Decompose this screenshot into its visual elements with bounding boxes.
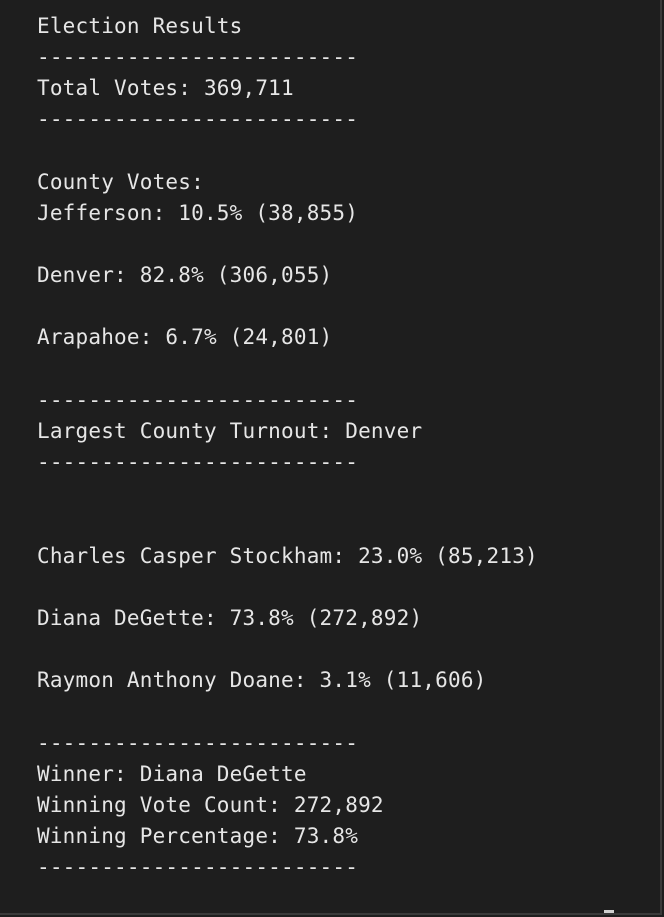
separator-line: ------------------------- [37,107,359,131]
county-arapahoe-line: Arapahoe: 6.7% (24,801) [37,325,333,349]
winning-percentage-line: Winning Percentage: 73.8% [37,824,359,848]
county-denver-line: Denver: 82.8% (306,055) [37,263,333,287]
total-votes-line: Total Votes: 369,711 [37,76,294,100]
text-cursor [604,910,614,913]
candidate-doane-line: Raymon Anthony Doane: 3.1% (11,606) [37,668,487,692]
county-jefferson-line: Jefferson: 10.5% (38,855) [37,201,359,225]
winner-line: Winner: Diana DeGette [37,762,307,786]
winning-count-line: Winning Vote Count: 272,892 [37,793,384,817]
separator-line: ------------------------- [37,45,359,69]
election-results-title: Election Results [37,14,243,38]
separator-line: ------------------------- [37,731,359,755]
separator-line: ------------------------- [37,450,359,474]
separator-line: ------------------------- [37,855,359,879]
county-votes-header: County Votes: [37,170,204,194]
candidate-degette-line: Diana DeGette: 73.8% (272,892) [37,606,423,630]
separator-line: ------------------------- [37,388,359,412]
largest-county-line: Largest County Turnout: Denver [37,419,423,443]
candidate-stockham-line: Charles Casper Stockham: 23.0% (85,213) [37,544,538,568]
